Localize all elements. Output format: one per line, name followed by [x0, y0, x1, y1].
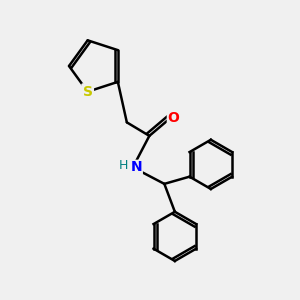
Text: N: N [130, 160, 142, 174]
Text: O: O [167, 111, 179, 125]
Text: S: S [83, 85, 93, 99]
Text: H: H [118, 159, 128, 172]
